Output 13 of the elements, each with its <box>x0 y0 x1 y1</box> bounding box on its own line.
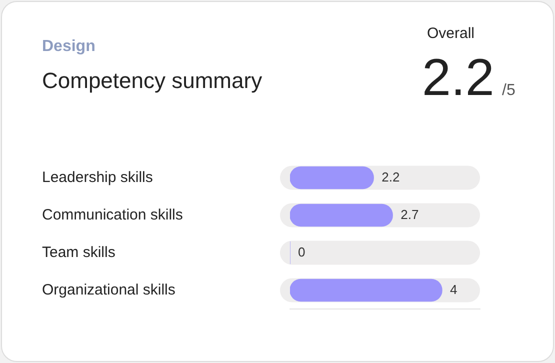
data-label: 0 <box>298 244 306 260</box>
text: /5 <box>502 82 516 100</box>
y-tick-label: Organizational skills <box>42 281 176 298</box>
y-tick-label: Leadership skills <box>42 168 153 186</box>
data-label: 4 <box>450 282 458 297</box>
data-label: 2.7 <box>400 206 419 222</box>
y-tick-label: Team skills <box>42 244 116 261</box>
data-label: 2.2 <box>382 169 400 184</box>
text: 2.2 <box>422 48 494 108</box>
text: Design <box>42 38 96 56</box>
y-tick-label: Communication skills <box>42 206 183 224</box>
chart-title: Competency summary <box>42 68 262 94</box>
text: Overall <box>427 25 475 42</box>
